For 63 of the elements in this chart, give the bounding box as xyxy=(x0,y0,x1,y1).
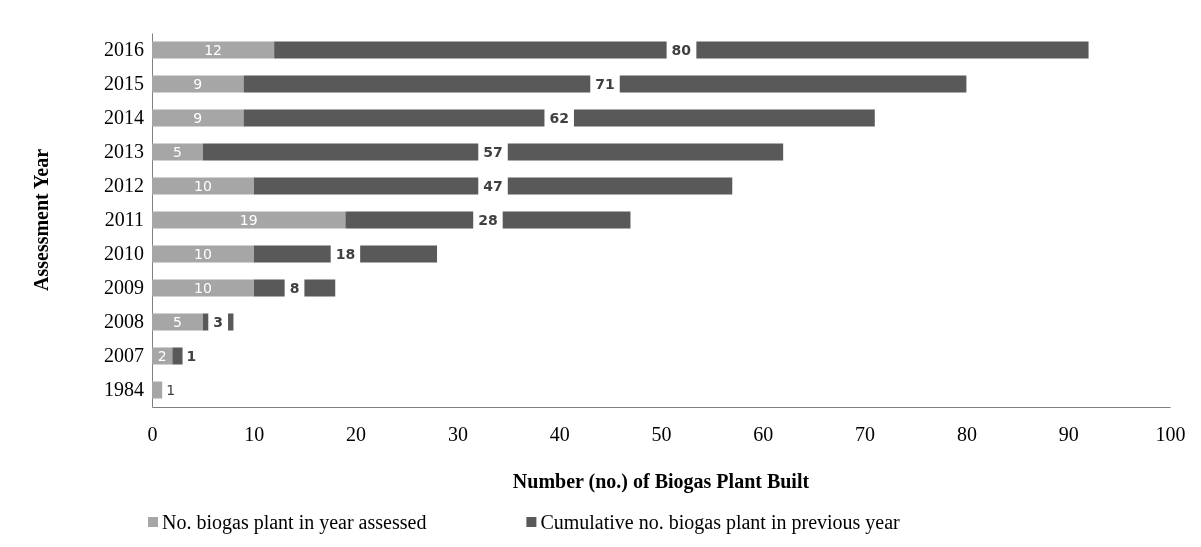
data-label: 19 xyxy=(239,211,258,228)
bar xyxy=(243,109,875,127)
bar xyxy=(274,41,1089,59)
x-tick-label: 0 xyxy=(147,423,158,446)
y-tick-label: 2014 xyxy=(104,106,144,129)
bar xyxy=(253,177,733,195)
x-tick-label: 10 xyxy=(244,423,265,446)
x-tick-label: 70 xyxy=(855,423,876,446)
data-label: 10 xyxy=(193,245,212,262)
y-tick-label: 2009 xyxy=(104,276,144,299)
data-label: 10 xyxy=(193,177,212,194)
bar xyxy=(202,143,784,161)
y-tick-label: 2008 xyxy=(104,310,144,333)
bar xyxy=(243,75,967,93)
y-tick-label: 2016 xyxy=(104,38,144,61)
x-tick-label: 50 xyxy=(651,423,672,446)
bar xyxy=(172,347,183,365)
data-label: 5 xyxy=(172,143,182,160)
x-tick-label: 40 xyxy=(549,423,570,446)
y-axis-title: Assessment Year xyxy=(30,148,52,292)
bar xyxy=(152,109,244,127)
data-label: 1 xyxy=(166,381,176,398)
bar xyxy=(152,279,254,297)
y-tick-label: 2007 xyxy=(104,344,144,367)
y-tick-label: 2010 xyxy=(104,242,144,265)
x-axis-title: Number (no.) of Biogas Plant Built xyxy=(512,470,810,493)
data-label: 12 xyxy=(204,41,222,58)
x-tick-label: 100 xyxy=(1155,423,1186,446)
y-tick-label: 2015 xyxy=(104,72,144,95)
x-tick-label: 20 xyxy=(346,423,367,446)
x-tick-label: 30 xyxy=(447,423,468,446)
data-label: 71 xyxy=(595,75,615,92)
bar xyxy=(152,313,203,331)
data-label: 10 xyxy=(193,279,212,296)
data-label: 9 xyxy=(193,109,203,126)
x-tick-label: 90 xyxy=(1058,423,1079,446)
data-label: 8 xyxy=(289,279,300,296)
bar xyxy=(152,245,254,263)
data-label: 62 xyxy=(549,109,569,126)
x-tick-label: 60 xyxy=(753,423,774,446)
data-label: 47 xyxy=(483,177,503,194)
data-label: 1 xyxy=(186,347,197,364)
x-tick-label: 80 xyxy=(956,423,977,446)
data-label: 57 xyxy=(483,143,503,160)
data-label: 80 xyxy=(671,41,692,58)
legend-label: Cumulative no. biogas plant in previous year xyxy=(540,511,901,534)
bar xyxy=(152,381,163,399)
data-label: 2 xyxy=(157,347,167,364)
data-label: 5 xyxy=(172,313,182,330)
y-tick-label: 2013 xyxy=(104,140,144,163)
y-tick-label: 1984 xyxy=(104,378,144,401)
y-tick-label: 2011 xyxy=(104,208,144,231)
bar xyxy=(152,75,244,93)
data-label: 28 xyxy=(478,211,498,228)
data-label: 3 xyxy=(213,313,224,330)
bar xyxy=(152,211,346,229)
data-label: 18 xyxy=(335,245,356,262)
bar xyxy=(152,41,275,59)
legend-label: No. biogas plant in year assessed xyxy=(162,511,427,534)
y-tick-label: 2012 xyxy=(104,174,144,197)
bar xyxy=(152,143,203,161)
bar xyxy=(152,177,254,195)
data-label: 9 xyxy=(193,75,203,92)
